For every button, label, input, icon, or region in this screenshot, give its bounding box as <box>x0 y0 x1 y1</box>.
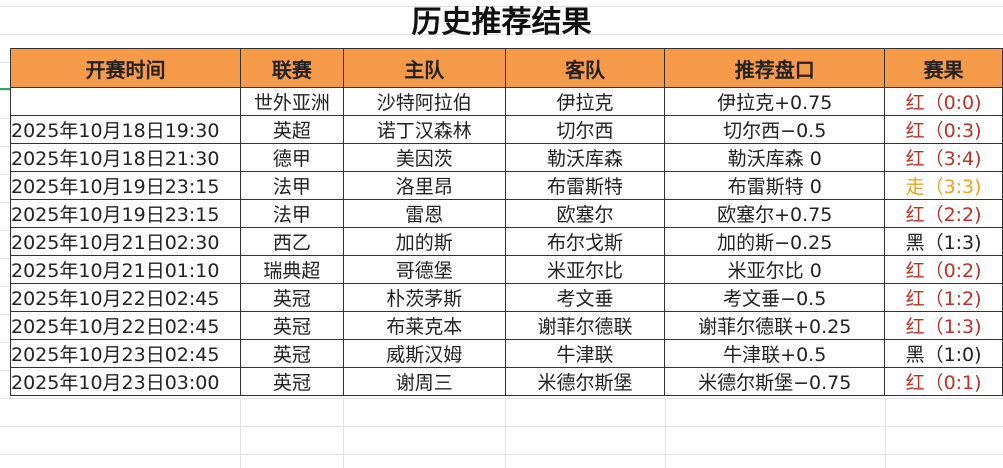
cell-away-team[interactable]: 欧塞尔 <box>504 199 666 228</box>
table-row: 2025年10月21日02:30 西乙 加的斯 布尔戈斯 加的斯−0.25 黑（1:3) <box>10 227 1003 256</box>
grid-line <box>885 398 886 468</box>
cell-league[interactable]: 德甲 <box>239 143 344 172</box>
grid-line <box>343 398 344 468</box>
cell-pick[interactable]: 切尔西−0.5 <box>664 115 886 144</box>
table-row: 2025年10月22日02:45 英冠 布莱克本 谢菲尔德联 谢菲尔德联+0.25 红（1… <box>10 311 1003 340</box>
cell-league[interactable]: 英冠 <box>239 367 344 396</box>
cell-home-team[interactable]: 沙特阿拉伯 <box>342 87 506 116</box>
cell-pick[interactable]: 谢菲尔德联+0.25 <box>664 311 886 340</box>
cell-away-team[interactable]: 米亚尔比 <box>504 255 666 284</box>
cell-time[interactable]: 2025年10月23日03:00 <box>10 367 241 396</box>
cell-away-team[interactable]: 谢菲尔德联 <box>504 311 666 340</box>
cell-time[interactable]: 2025年10月18日19:30 <box>10 115 241 144</box>
cell-time[interactable]: 2025年10月21日01:10 <box>10 255 241 284</box>
table-row: 2025年10月23日03:00 英冠 谢周三 米德尔斯堡 米德尔斯堡−0.75 红（0:… <box>10 367 1003 396</box>
table-row: 2025年10月18日21:30 德甲 美因茨 勒沃库森 勒沃库森 0 红（3:4) <box>10 143 1003 172</box>
table-row: 2025年10月18日19:30 英超 诺丁汉森林 切尔西 切尔西−0.5 红（0:3) <box>10 115 1003 144</box>
cell-away-team[interactable]: 布雷斯特 <box>504 171 666 200</box>
cell-pick[interactable]: 伊拉克+0.75 <box>664 87 886 116</box>
table-row: 2025年10月21日01:10 瑞典超 哥德堡 米亚尔比 米亚尔比 0 红（0:2) <box>10 255 1003 284</box>
cell-time[interactable]: 2025年10月18日21:30 <box>10 143 241 172</box>
cell-result[interactable]: 红（3:4) <box>884 143 1003 172</box>
cell-time[interactable]: 2025年10月22日02:45 <box>10 311 241 340</box>
cell-result[interactable]: 红（0:1) <box>884 367 1003 396</box>
cell-pick[interactable]: 米亚尔比 0 <box>664 255 886 284</box>
results-table: 开赛时间 联赛 主队 客队 推荐盘口 赛果 世外亚洲 沙特阿拉伯 伊拉克 伊拉克+0.… <box>10 48 1003 396</box>
cell-away-team[interactable]: 米德尔斯堡 <box>504 367 666 396</box>
cell-time[interactable]: 2025年10月23日02:45 <box>10 339 241 368</box>
cell-away-team[interactable]: 布尔戈斯 <box>504 227 666 256</box>
cell-pick[interactable]: 加的斯−0.25 <box>664 227 886 256</box>
cell-result[interactable]: 红（2:2) <box>884 199 1003 228</box>
page-title: 历史推荐结果 <box>411 5 592 40</box>
cell-away-team[interactable]: 勒沃库森 <box>504 143 666 172</box>
cell-pick[interactable]: 牛津联+0.5 <box>664 339 886 368</box>
cell-result[interactable]: 走（3:3) <box>884 171 1003 200</box>
header-result[interactable]: 赛果 <box>884 48 1003 88</box>
table-row: 世外亚洲 沙特阿拉伯 伊拉克 伊拉克+0.75 红（0:0) <box>10 87 1003 116</box>
cell-time[interactable]: 2025年10月21日02:30 <box>10 227 241 256</box>
cell-home-team[interactable]: 洛里昂 <box>342 171 506 200</box>
cell-home-team[interactable]: 诺丁汉森林 <box>342 115 506 144</box>
header-home[interactable]: 主队 <box>342 48 506 88</box>
header-row: 开赛时间 联赛 主队 客队 推荐盘口 赛果 <box>10 48 1003 88</box>
table-row: 2025年10月19日23:15 法甲 洛里昂 布雷斯特 布雷斯特 0 走（3:3) <box>10 171 1003 200</box>
cell-pick[interactable]: 考文垂−0.5 <box>664 283 886 312</box>
cell-away-team[interactable]: 牛津联 <box>504 339 666 368</box>
cell-pick[interactable]: 米德尔斯堡−0.75 <box>664 367 886 396</box>
cell-pick[interactable]: 欧塞尔+0.75 <box>664 199 886 228</box>
cell-pick[interactable]: 布雷斯特 0 <box>664 171 886 200</box>
cell-home-team[interactable]: 哥德堡 <box>342 255 506 284</box>
cell-league[interactable]: 英超 <box>239 115 344 144</box>
cell-result[interactable]: 红（1:2) <box>884 283 1003 312</box>
cell-home-team[interactable]: 雷恩 <box>342 199 506 228</box>
cell-home-team[interactable]: 布莱克本 <box>342 311 506 340</box>
cell-league[interactable]: 世外亚洲 <box>239 87 344 116</box>
cell-home-team[interactable]: 朴茨茅斯 <box>342 283 506 312</box>
cell-result[interactable]: 黑（1:0) <box>884 339 1003 368</box>
cell-time[interactable]: 2025年10月22日02:45 <box>10 283 241 312</box>
table-row: 2025年10月23日02:45 英冠 威斯汉姆 牛津联 牛津联+0.5 黑（1:0) <box>10 339 1003 368</box>
cell-league[interactable]: 瑞典超 <box>239 255 344 284</box>
cell-home-team[interactable]: 加的斯 <box>342 227 506 256</box>
grid-line <box>240 398 241 468</box>
cell-home-team[interactable]: 美因茨 <box>342 143 506 172</box>
cell-home-team[interactable]: 谢周三 <box>342 367 506 396</box>
cell-time[interactable] <box>10 87 241 116</box>
cell-result[interactable]: 红（0:3) <box>884 115 1003 144</box>
cell-result[interactable]: 红（1:3) <box>884 311 1003 340</box>
header-pick[interactable]: 推荐盘口 <box>664 48 886 88</box>
cell-home-team[interactable]: 威斯汉姆 <box>342 339 506 368</box>
header-time[interactable]: 开赛时间 <box>10 48 241 88</box>
cell-league[interactable]: 英冠 <box>239 283 344 312</box>
cell-league[interactable]: 法甲 <box>239 171 344 200</box>
header-league[interactable]: 联赛 <box>239 48 344 88</box>
header-away[interactable]: 客队 <box>504 48 666 88</box>
grid-line <box>665 398 666 468</box>
table-row: 2025年10月19日23:15 法甲 雷恩 欧塞尔 欧塞尔+0.75 红（2:2) <box>10 199 1003 228</box>
cell-league[interactable]: 西乙 <box>239 227 344 256</box>
cell-league[interactable]: 英冠 <box>239 339 344 368</box>
cell-time[interactable]: 2025年10月19日23:15 <box>10 199 241 228</box>
row-selection-marker <box>0 88 10 90</box>
cell-away-team[interactable]: 伊拉克 <box>504 87 666 116</box>
cell-pick[interactable]: 勒沃库森 0 <box>664 143 886 172</box>
cell-result[interactable]: 黑（1:3) <box>884 227 1003 256</box>
cell-league[interactable]: 法甲 <box>239 199 344 228</box>
cell-result[interactable]: 红（0:0) <box>884 87 1003 116</box>
cell-away-team[interactable]: 考文垂 <box>504 283 666 312</box>
cell-time[interactable]: 2025年10月19日23:15 <box>10 171 241 200</box>
cell-result[interactable]: 红（0:2) <box>884 255 1003 284</box>
table-row: 2025年10月22日02:45 英冠 朴茨茅斯 考文垂 考文垂−0.5 红（1:2) <box>10 283 1003 312</box>
cell-league[interactable]: 英冠 <box>239 311 344 340</box>
cell-away-team[interactable]: 切尔西 <box>504 115 666 144</box>
grid-line <box>505 398 506 468</box>
